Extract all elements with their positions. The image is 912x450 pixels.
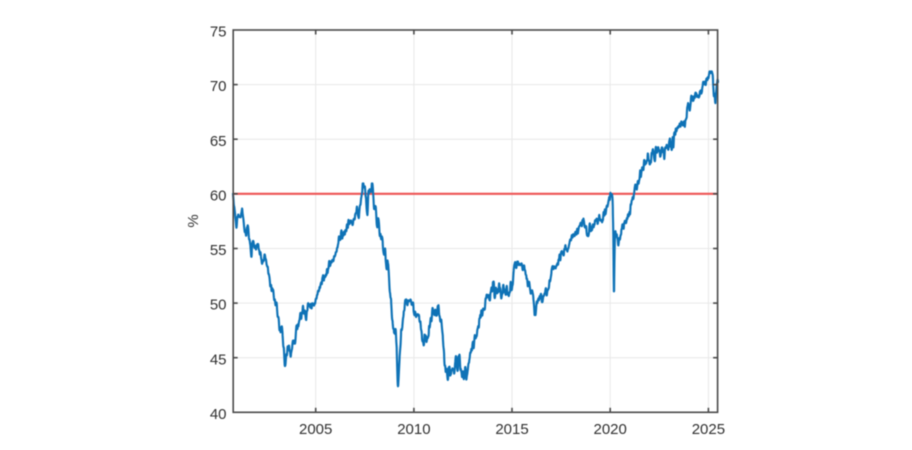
svg-text:60: 60 [210, 187, 227, 204]
svg-text:2020: 2020 [594, 421, 627, 438]
svg-text:2025: 2025 [692, 421, 725, 438]
svg-text:55: 55 [210, 242, 227, 259]
svg-text:2010: 2010 [397, 421, 430, 438]
svg-text:70: 70 [210, 78, 227, 95]
svg-text:%: % [185, 214, 202, 227]
svg-text:65: 65 [210, 133, 227, 150]
svg-text:50: 50 [210, 297, 227, 314]
svg-text:75: 75 [210, 24, 227, 41]
svg-text:40: 40 [210, 406, 227, 423]
svg-text:2005: 2005 [299, 421, 332, 438]
svg-text:45: 45 [210, 351, 227, 368]
svg-text:2015: 2015 [495, 421, 528, 438]
